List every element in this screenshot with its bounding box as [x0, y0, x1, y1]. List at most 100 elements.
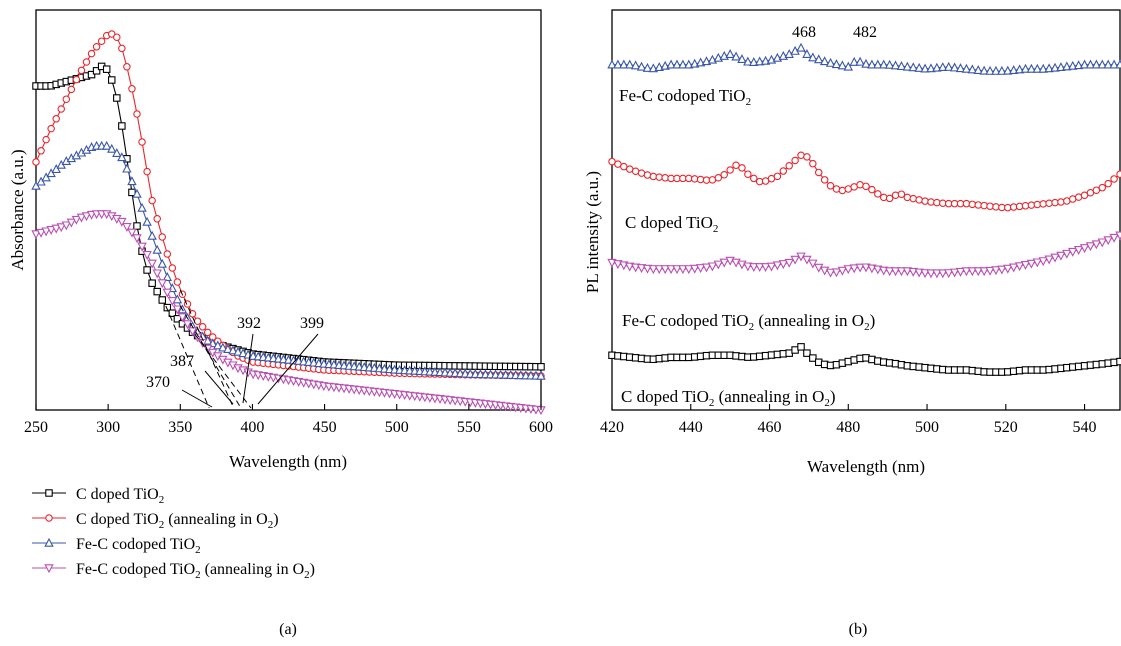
panel-b-series-2-point-31: [790, 255, 800, 265]
panel-b-series-2-point-65: [991, 266, 1001, 276]
panel-b-series-2-point-63: [979, 267, 989, 277]
panel-a-series-3-point-29: [177, 313, 188, 323]
panel-b-series-0-point-63: [979, 65, 989, 75]
panel-a-series-3-point-18: [122, 223, 132, 232]
panel-a-series-1-point-6: [62, 95, 71, 103]
panel-a-series-1-point-12: [92, 43, 101, 51]
panel-b: 420 440 460 480 500 520 540 468 482 Fe-C codop…: [583, 9, 1121, 638]
panel-a-series-1-point-9: [77, 66, 86, 75]
panel-b-series-1-point-53: [921, 197, 929, 205]
panel-b-series-0-point-71: [1026, 63, 1037, 73]
panel-a-series-3-point-0: [31, 230, 41, 240]
panel-b-series-0-point-72: [1032, 63, 1043, 73]
panel-b-series-2-point-17: [707, 262, 718, 272]
panel-a-legend-item-2: Fe-C codoped TiO2: [32, 536, 201, 556]
panel-b-series-2-point-61: [967, 267, 978, 277]
panel-a-series-3-point-8: [71, 215, 82, 225]
panel-b-x-tick-label-480: 480: [836, 419, 860, 436]
panel-a: 250 300 350 400 450 500 550 600 370 387 392 399…: [8, 9, 553, 638]
panel-b-series-0-point-1: [613, 59, 623, 69]
panel-a-series-1-point-26: [163, 250, 172, 258]
panel-a-series-1-point-20: [133, 110, 141, 118]
panel-b-series-2-point-66: [997, 265, 1007, 275]
panel-b-x-tick-label-420: 420: [600, 419, 624, 436]
panel-b-series-2-point-80: [1079, 244, 1090, 254]
panel-b-series-0-point-62: [973, 65, 983, 74]
panel-b-series-2-point-59: [955, 267, 966, 277]
panel-b-series-0-point-58: [949, 62, 960, 72]
panel-a-series-1-point-33: [198, 323, 207, 331]
panel-a-series-1-point-0: [32, 158, 40, 166]
panel-a-legend-swatch-marker-3: [44, 564, 54, 574]
panel-a-x-axis-title: Wavelength (nm): [229, 452, 347, 471]
panel-a-series-3-point-21: [137, 242, 147, 252]
panel-a-series-1-point-11: [87, 49, 96, 58]
panel-a-series-3: [31, 210, 546, 416]
panel-b-series-0-point-82: [1091, 59, 1102, 69]
panel-b-series-1-point-37: [826, 182, 835, 190]
panel-b-series-3-point-86: [1116, 357, 1121, 366]
panel-a-series-2-point-38: [223, 344, 233, 353]
panel-a-legend-label-3: Fe-C codoped TiO2 (annealing in O2): [76, 561, 315, 581]
panel-b-series-3-point-34: [809, 354, 817, 362]
panel-b-x-ticks: 420 440 460 480 500 520 540: [600, 404, 1097, 436]
panel-b-series-0-point-6: [642, 62, 653, 72]
panel-b-series-2-point-28: [772, 261, 783, 271]
panel-b-series-0-point-21: [731, 51, 741, 61]
panel-b-annot-468: 468: [792, 24, 816, 41]
panel-a-series-0-point-22: [143, 266, 151, 274]
panel-b-series-2-point-70: [1020, 260, 1031, 270]
panel-b-series-2-point-69: [1014, 262, 1025, 272]
panel-a-series-1-line: [35, 33, 542, 377]
panel-b-series-0-point-86: [1115, 59, 1121, 69]
panel-b-series-0-point-40: [843, 61, 853, 71]
panel-b-series-2-point-18: [713, 260, 724, 270]
panel-a-legend-swatch-marker-1: [45, 514, 53, 522]
panel-b-series-0-point-42: [855, 56, 865, 66]
panel-b-series-1-point-83: [1098, 183, 1107, 192]
panel-b-series-0-point-4: [630, 60, 641, 70]
panel-a-series-1-point-13: [97, 37, 106, 45]
panel-b-series-2-point-64: [985, 266, 995, 276]
panel-b-series-0-point-60: [961, 63, 972, 73]
panel-a-x-tick-label-250: 250: [24, 419, 48, 436]
panel-b-series-2-point-37: [825, 268, 836, 278]
panel-b-series-1-point-28: [773, 172, 782, 181]
panel-b-series-0-point-65: [991, 65, 1001, 75]
panel-b-series-2-point-42: [855, 263, 865, 273]
panel-b-series-0-point-78: [1068, 60, 1078, 70]
panel-b-series-2-point-81: [1085, 242, 1096, 252]
panel-a-series-3-point-9: [76, 213, 87, 223]
panel-b-series-1-point-49: [897, 190, 906, 198]
panel-a-series-0-point-12: [92, 67, 101, 75]
panel-b-series-2-point-8: [654, 265, 664, 275]
panel-a-series-2-point-21: [137, 202, 147, 212]
panel-b-series-2-point-52: [914, 268, 924, 278]
panel-a-legend-item-1: C doped TiO2 (annealing in O2): [32, 511, 279, 531]
panel-b-series-2-point-48: [890, 267, 901, 277]
panel-b-series-2-point-84: [1103, 236, 1113, 246]
panel-a-series-2-point-20: [132, 188, 142, 198]
panel-b-series-2-point-56: [938, 269, 948, 279]
panel-a-legend-swatch-marker-0: [45, 489, 53, 497]
panel-b-series-0-point-32: [796, 42, 806, 52]
panel-b-series-1-point-23: [744, 170, 752, 178]
panel-b-x-tick-label-520: 520: [994, 419, 1018, 436]
panel-b-series-0-point-11: [672, 59, 682, 69]
panel-b-x-tick-label-440: 440: [679, 419, 703, 436]
panel-a-x-tick-label-550: 550: [457, 419, 481, 436]
panel-a-series-3-point-1: [36, 228, 46, 238]
panel-a-series-0-point-27: [168, 309, 177, 317]
panel-b-series-1-point-30: [785, 162, 793, 170]
panel-b-series-2: [607, 231, 1121, 279]
panel-a-series-2-point-1: [36, 176, 46, 186]
panel-a-series-3-point-25: [157, 279, 167, 289]
panel-a-series-1-point-28: [173, 278, 182, 286]
panel-b-series-0-point-74: [1044, 63, 1054, 73]
panel-a-label: (a): [279, 621, 297, 638]
panel-a-series-2-point-36: [213, 340, 223, 350]
panel-a-series-1-point-16: [113, 33, 121, 41]
panel-a-series-0-point-24: [153, 287, 161, 296]
panel-b-annot-482: 482: [853, 24, 877, 41]
